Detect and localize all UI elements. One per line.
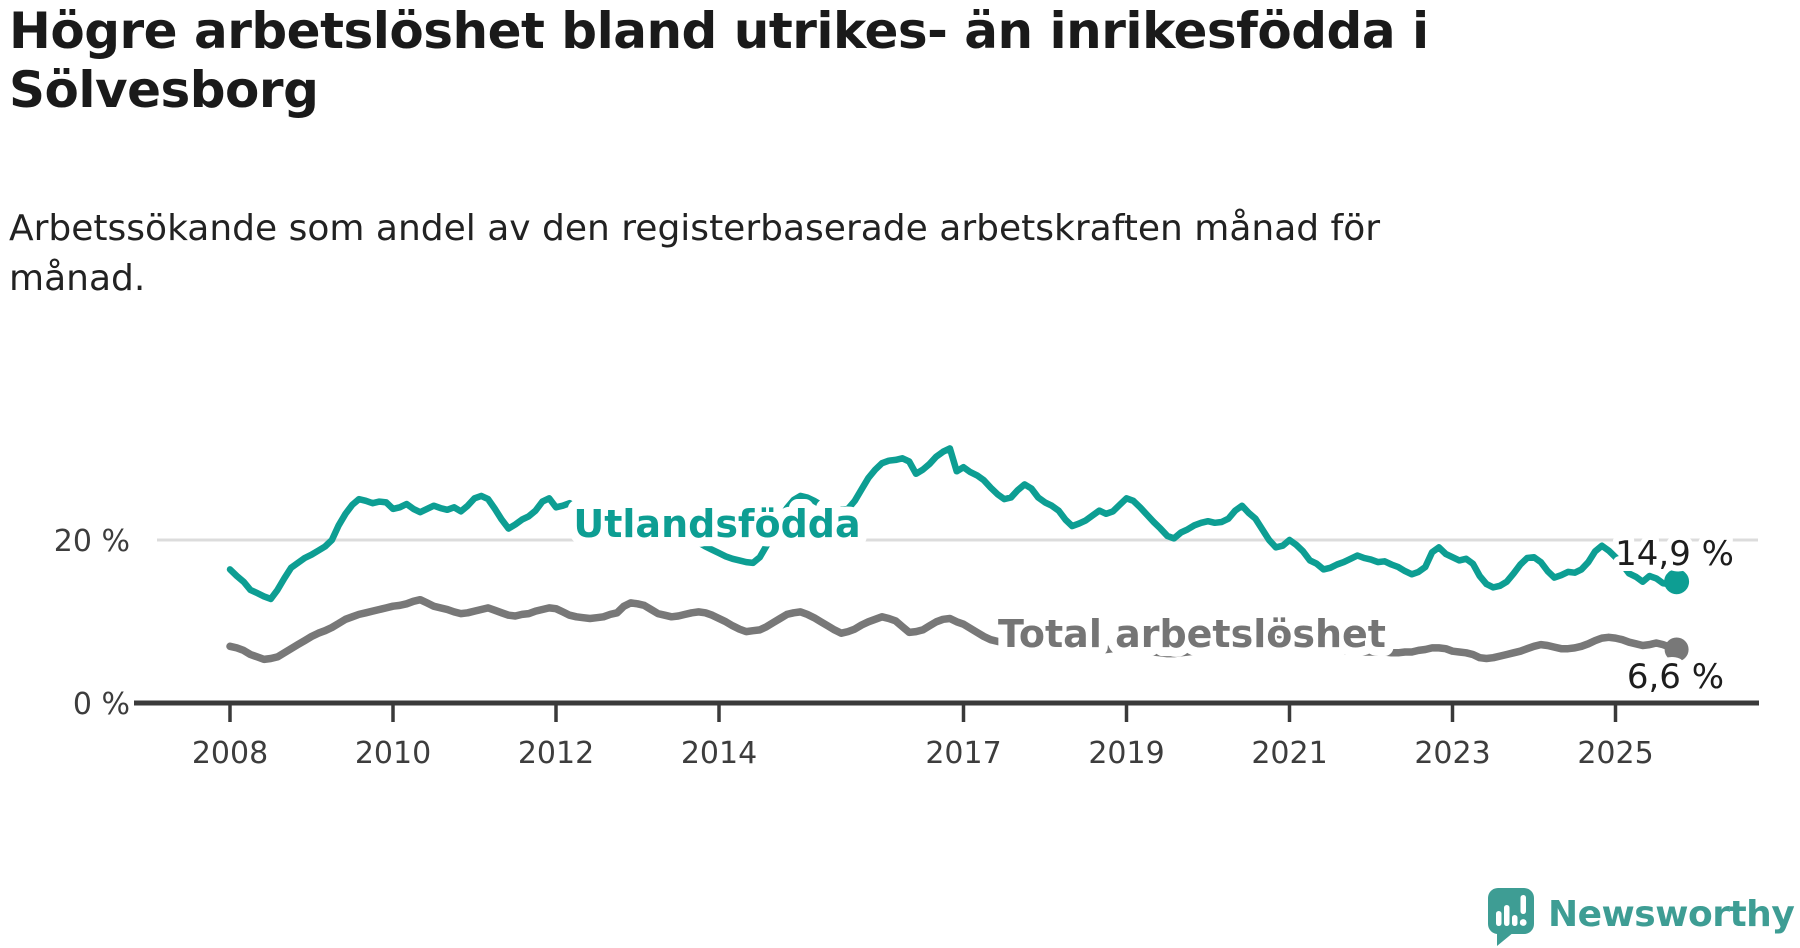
logo-exclamation-icon [1520, 895, 1526, 914]
y-tick-label-20: 20 % [54, 524, 130, 559]
series-line-utlandsfodda [226, 445, 1680, 603]
logo-bar-icon [1504, 905, 1510, 926]
x-tick-label: 2010 [355, 736, 431, 771]
chart-title-line2: Sölvesborg [9, 61, 319, 119]
chart-subtitle: Arbetssökande som andel av den registerb… [9, 204, 1429, 304]
end-value-total-arbetsloshet: 6,6 % [1627, 657, 1724, 697]
x-tick-label: 2008 [192, 736, 268, 771]
chart-title: Högre arbetslöshet bland utrikes- än inr… [9, 2, 1429, 120]
x-tick-label: 2025 [1577, 736, 1653, 771]
logo-bar-icon [1496, 911, 1502, 926]
y-tick-label-0: 0 % [73, 687, 130, 722]
end-dot-total-arbetsloshet [1664, 637, 1689, 662]
x-tick-label: 2023 [1414, 736, 1490, 771]
chart-header: Högre arbetslöshet bland utrikes- än inr… [9, 2, 1429, 304]
x-axis-ticks: 2008 2010 2012 2014 2017 2019 2021 2023 2025 [192, 705, 1654, 771]
newsworthy-logo: Newsworthy [1488, 888, 1795, 946]
newsworthy-logo-text: Newsworthy [1548, 894, 1794, 935]
chart-subtitle-line1: Arbetssökande som andel av den registerb… [9, 208, 1381, 249]
series-label-total-arbetsloshet: Total arbetslöshet [998, 612, 1386, 656]
chart-subtitle-line2: månad. [9, 258, 146, 299]
end-dot-utlandsfodda [1664, 569, 1690, 595]
newsworthy-logo-icon [1488, 888, 1534, 946]
chart-title-line1: Högre arbetslöshet bland utrikes- än inr… [9, 2, 1429, 60]
x-tick-label: 2014 [681, 736, 757, 771]
series-label-utlandsfodda: Utlandsfödda [573, 502, 860, 546]
x-tick-label: 2012 [518, 736, 594, 771]
x-tick-label: 2021 [1251, 736, 1327, 771]
logo-exclamation-icon [1519, 919, 1527, 926]
series-line-total-arbetsloshet [226, 595, 1681, 664]
x-tick-label: 2017 [925, 736, 1001, 771]
end-value-utlandsfodda: 14,9 % [1615, 534, 1734, 574]
logo-bar-icon [1512, 915, 1518, 926]
x-tick-label: 2019 [1088, 736, 1164, 771]
